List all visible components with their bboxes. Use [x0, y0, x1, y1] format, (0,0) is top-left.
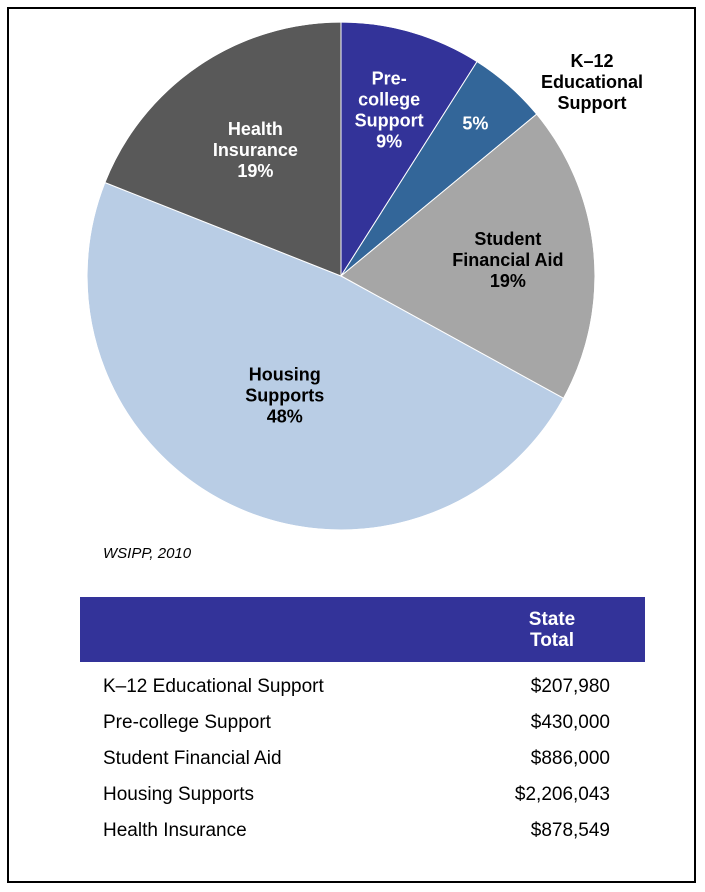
- row-value: $2,206,043: [514, 784, 610, 805]
- table-row: K–12 Educational Support $207,980: [103, 669, 610, 705]
- row-label: Health Insurance: [103, 820, 247, 841]
- table-row: Pre-college Support $430,000: [103, 705, 610, 741]
- row-label: Pre-college Support: [103, 712, 271, 733]
- column-header-line: Total: [530, 630, 574, 651]
- slice-label: 5%: [462, 114, 488, 134]
- row-label: Housing Supports: [103, 784, 255, 805]
- pie-chart: Pre-college Support 9% 5% K–12 Educational Sup…: [86, 21, 643, 531]
- table-row: Student Financial Aid $886,000: [103, 741, 610, 777]
- row-label: K–12 Educational Support: [103, 676, 324, 697]
- row-value: $207,980: [530, 676, 610, 697]
- table-row: Health Insurance $878,549: [103, 813, 610, 849]
- table-row: Housing Supports $2,206,043: [103, 777, 610, 813]
- row-value: $430,000: [530, 712, 610, 733]
- column-header-line: State: [528, 609, 576, 630]
- column-header-state-total: State Total: [480, 609, 624, 651]
- pie-outline: [86, 21, 596, 531]
- row-value: $878,549: [530, 820, 610, 841]
- slice-outer-label: K–12 Educational Support: [541, 51, 643, 113]
- slice-label: Student Financial Aid 19%: [452, 229, 563, 291]
- source-note: WSIPP, 2010: [103, 545, 192, 562]
- slice-label: Pre-college Support 9%: [355, 69, 424, 152]
- row-label: Student Financial Aid: [103, 748, 282, 769]
- slice-label: Housing Supports 48%: [245, 365, 324, 427]
- slice-label: Health Insurance 19%: [213, 119, 298, 181]
- table-header-bar: [80, 597, 645, 662]
- row-value: $886,000: [530, 748, 610, 769]
